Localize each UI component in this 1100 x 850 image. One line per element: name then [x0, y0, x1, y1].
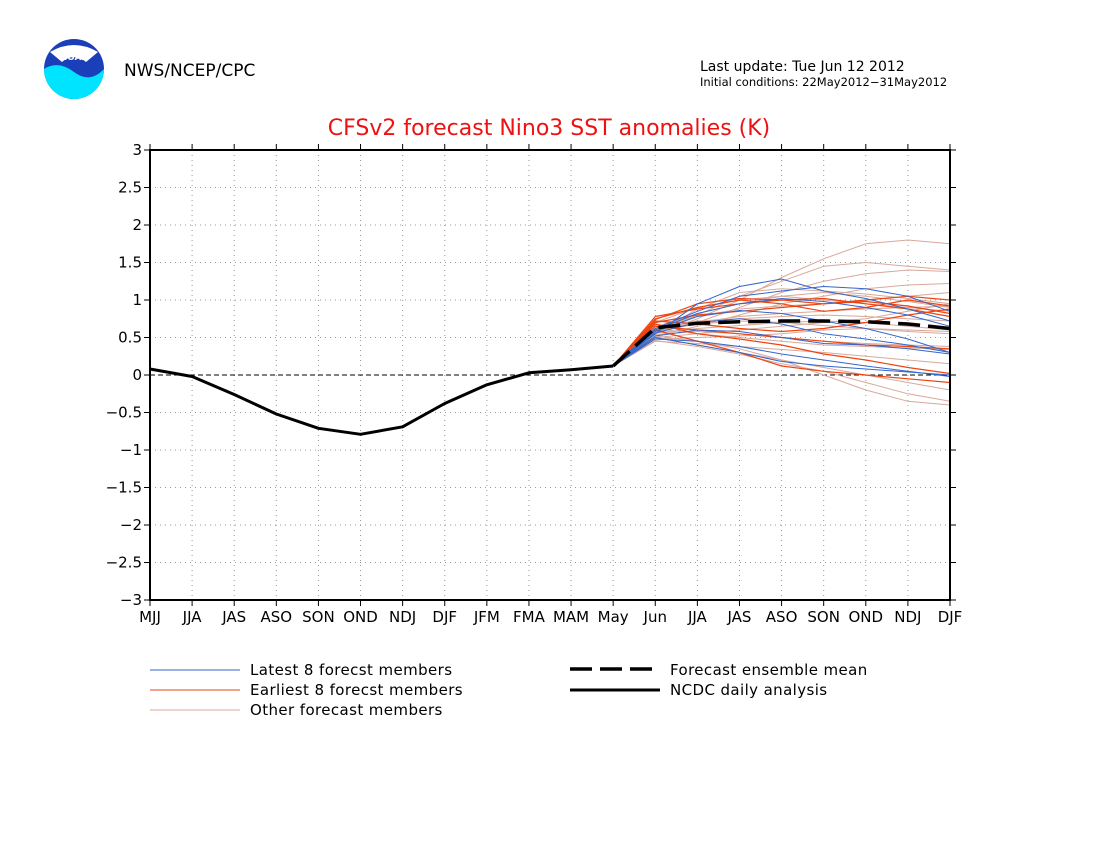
other-member-line [612, 303, 951, 367]
analysis-line [149, 364, 614, 436]
legend-label-earliest: Earliest 8 forecst members [250, 681, 463, 699]
x-tick-label: JJA [182, 608, 203, 626]
x-tick-label: OND [343, 608, 378, 626]
noaa-logo-wave [44, 65, 104, 99]
noaa-logo-text: NOAA [60, 53, 89, 63]
x-tick-label: NDJ [894, 608, 921, 626]
x-tick-label: SON [302, 608, 335, 626]
other-member-line [612, 335, 951, 406]
y-tick-label: 1 [132, 291, 142, 309]
latest-member-line [612, 298, 951, 367]
earliest-member-line [612, 300, 951, 367]
other-member-line [612, 295, 951, 367]
y-axis-ticks: −3 −2.5 −2 −1.5 −1 −0.5 0 0.5 1 1.5 2 2.5 3 [106, 141, 956, 609]
legend-label-other: Other forecast members [250, 701, 443, 719]
ensemble-mean-line [612, 319, 951, 368]
plot-frame [149, 149, 951, 601]
x-tick-label: JAS [221, 608, 246, 626]
other-member-line [612, 340, 951, 367]
legend: Latest 8 forecst members Earliest 8 fore… [150, 661, 868, 719]
other-member-line [612, 340, 951, 402]
y-tick-label: −0.5 [106, 404, 142, 422]
x-tick-label: ASO [766, 608, 798, 626]
y-tick-label: 3 [132, 141, 142, 159]
x-tick-label: OND [849, 608, 884, 626]
y-tick-label: 1.5 [118, 254, 142, 272]
other-member-line [612, 239, 951, 367]
earliest-member-line [612, 299, 951, 367]
latest-member-line [612, 318, 951, 367]
legend-label-latest: Latest 8 forecst members [250, 661, 452, 679]
latest-member-line [612, 286, 951, 367]
x-tick-label: MJJ [139, 608, 161, 626]
earliest-member-line [612, 295, 951, 367]
main-series [149, 319, 951, 436]
earliest-member-line [612, 308, 951, 367]
x-tick-label: Jun [643, 608, 667, 626]
x-axis-ticks: MJJ JJA JAS ASO SON OND NDJ DJF JFM FMA MAM May Jun J… [139, 144, 962, 626]
latest-member-line [612, 329, 951, 367]
legend-label-mean: Forecast ensemble mean [670, 661, 868, 679]
chart-title: CFSv2 forecast Nino3 SST anomalies (K) [328, 116, 771, 141]
y-tick-label: 2.5 [118, 179, 142, 197]
x-tick-label: FMA [513, 608, 546, 626]
x-tick-label: DJF [938, 608, 963, 626]
x-tick-label: NDJ [389, 608, 416, 626]
x-tick-label: ASO [261, 608, 293, 626]
noaa-logo-bird [50, 45, 98, 62]
y-tick-label: −1.5 [106, 479, 142, 497]
grid-lines [150, 150, 950, 600]
y-tick-label: 0 [132, 366, 142, 384]
x-tick-label: JFM [473, 608, 500, 626]
x-tick-label: May [598, 608, 629, 626]
y-tick-label: −2 [120, 516, 142, 534]
y-tick-label: 0.5 [118, 329, 142, 347]
x-tick-label: DJF [432, 608, 457, 626]
last-update: Last update: Tue Jun 12 2012 [700, 59, 905, 75]
x-tick-label: JAS [726, 608, 751, 626]
y-tick-label: −1 [120, 441, 142, 459]
noaa-logo: NOAA [44, 39, 104, 99]
latest-member-line [612, 337, 951, 376]
latest-member-line [612, 278, 951, 367]
other-member-line [612, 328, 951, 367]
x-tick-label: MAM [553, 608, 589, 626]
latest-members-series [612, 278, 951, 377]
y-tick-label: −3 [120, 591, 142, 609]
y-tick-label: −2.5 [106, 554, 142, 572]
initial-conditions: Initial conditions: 22May2012−31May2012 [700, 75, 947, 89]
x-tick-label: JJA [687, 608, 708, 626]
legend-label-analysis: NCDC daily analysis [670, 681, 828, 699]
x-tick-label: SON [807, 608, 840, 626]
org-label: NWS/NCEP/CPC [124, 61, 255, 81]
y-tick-label: 2 [132, 216, 142, 234]
